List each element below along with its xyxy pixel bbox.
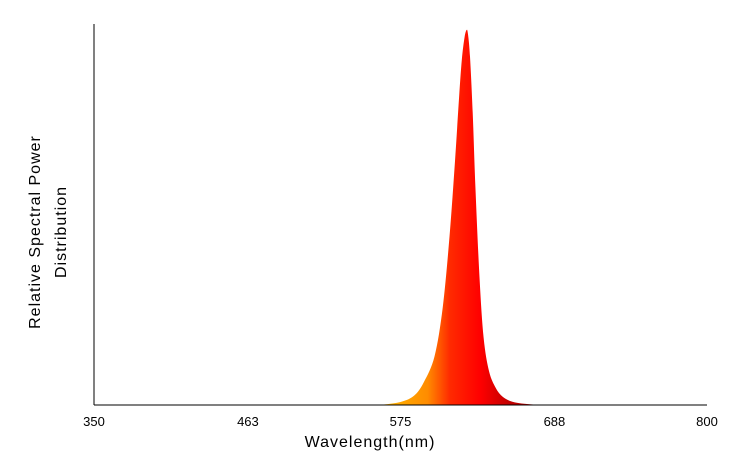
x-tick-labels: 350 463 575 688 800 xyxy=(83,414,718,429)
y-axis-title-line-1: Relative Spectral Power xyxy=(27,135,44,329)
y-axis-title-line-2: Distribution xyxy=(53,186,70,278)
x-tick-label: 463 xyxy=(237,414,259,429)
x-axis-title: Wavelength(nm) xyxy=(305,434,436,451)
x-tick-label: 688 xyxy=(544,414,566,429)
x-tick-label: 350 xyxy=(83,414,105,429)
x-tick-label: 575 xyxy=(390,414,412,429)
y-axis-title: Relative Spectral Power Distribution xyxy=(27,135,70,329)
x-tick-label: 800 xyxy=(696,414,718,429)
spectrum-curve xyxy=(380,29,555,405)
